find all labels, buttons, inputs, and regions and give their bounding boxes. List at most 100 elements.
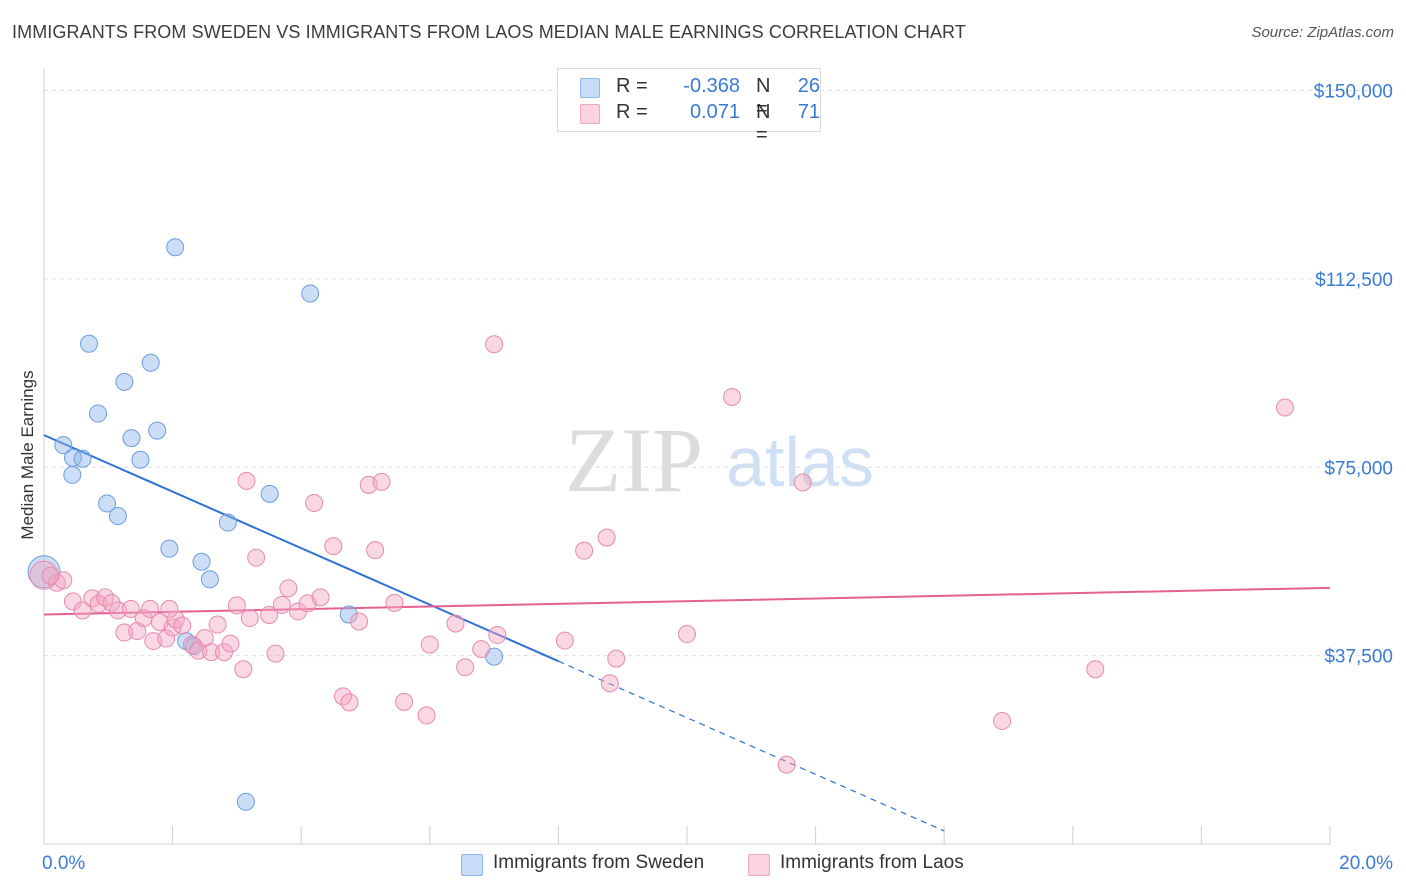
laos-point xyxy=(340,693,359,712)
laos-point xyxy=(324,537,343,556)
laos-point xyxy=(63,592,82,611)
legend-swatch-sweden xyxy=(580,78,600,98)
laos-point xyxy=(446,614,465,633)
laos-point xyxy=(420,635,439,654)
laos-point xyxy=(993,711,1012,730)
sweden-point xyxy=(89,404,108,423)
legend-n-value: 71 xyxy=(797,101,820,123)
laos-point xyxy=(128,622,147,641)
laos-point xyxy=(350,612,369,631)
laos-point xyxy=(89,594,108,613)
laos-point xyxy=(305,493,324,512)
laos-point xyxy=(260,605,279,624)
laos-point xyxy=(160,599,179,618)
legend-r-label: R = xyxy=(616,75,648,97)
laos-point xyxy=(208,615,227,634)
laos-point xyxy=(777,755,796,774)
laos-point xyxy=(102,593,121,612)
legend-swatch-sweden xyxy=(461,854,483,876)
laos-point xyxy=(29,560,59,590)
sweden-point xyxy=(166,238,185,257)
laos-point xyxy=(555,631,574,650)
laos-point xyxy=(115,623,134,642)
laos-point xyxy=(417,706,436,725)
axes xyxy=(43,68,1331,845)
laos-trend-line xyxy=(43,586,1331,616)
sweden-point xyxy=(260,484,279,503)
legend-r-value: 0.071 xyxy=(689,101,740,123)
y-tick-label: $37,500 xyxy=(1324,647,1393,668)
laos-point xyxy=(472,640,491,659)
sweden-point xyxy=(236,792,255,811)
sweden-point xyxy=(192,552,211,571)
sweden-trend-extension xyxy=(558,660,945,832)
laos-point xyxy=(1086,660,1105,679)
laos-point xyxy=(266,644,285,663)
sweden-trend-line xyxy=(43,434,559,663)
laos-point xyxy=(73,601,92,620)
laos-point xyxy=(108,601,127,620)
laos-point xyxy=(723,387,742,406)
laos-point xyxy=(173,616,192,635)
sweden-point xyxy=(200,570,219,589)
laos-point xyxy=(227,596,246,615)
legend-swatch-laos xyxy=(580,104,600,124)
sweden-point xyxy=(63,465,82,484)
laos-point xyxy=(600,674,619,693)
laos-point xyxy=(240,608,259,627)
sweden-point xyxy=(98,494,117,513)
laos-point xyxy=(237,471,256,490)
laos-point xyxy=(456,658,475,677)
y-tick-label: $75,000 xyxy=(1324,458,1393,479)
laos-point xyxy=(485,335,504,354)
laos-point xyxy=(1275,398,1294,417)
y-tick-label: $150,000 xyxy=(1314,82,1393,103)
grid-lines xyxy=(44,90,1394,657)
legend-n-label: N = xyxy=(756,75,771,120)
legend-r-value: -0.368 xyxy=(683,75,740,97)
laos-point xyxy=(488,626,507,645)
legend-label-laos: Immigrants from Laos xyxy=(780,852,964,873)
legend-n-label: N = xyxy=(756,101,771,146)
sweden-point xyxy=(218,513,237,532)
laos-point xyxy=(793,473,812,492)
laos-point xyxy=(141,599,160,618)
laos-point xyxy=(247,548,266,567)
correlation-legend: R = -0.368 N = 26 R = 0.071 N = 71 xyxy=(557,68,821,146)
laos-point xyxy=(597,528,616,547)
laos-point xyxy=(234,660,253,679)
x-tick-label: 0.0% xyxy=(42,853,85,874)
sweden-point xyxy=(148,421,167,440)
laos-point xyxy=(41,566,60,585)
watermark-atlas: atlas xyxy=(726,423,874,501)
x-tick-labels: 0.0% 20.0% xyxy=(42,853,1393,874)
sweden-point xyxy=(122,429,141,448)
trend-lines xyxy=(43,434,1331,832)
sweden-point xyxy=(73,449,92,468)
sweden-point xyxy=(339,605,358,624)
sweden-point xyxy=(54,436,73,455)
laos-point xyxy=(311,588,330,607)
legend-n-value: 26 xyxy=(797,75,820,97)
sweden-point xyxy=(131,450,150,469)
laos-point xyxy=(121,599,140,618)
sweden-point xyxy=(301,284,320,303)
laos-point xyxy=(279,579,298,598)
y-tick-labels: $37,500 $75,000 $112,500 $150,000 xyxy=(1314,82,1393,668)
x-tick-label: 20.0% xyxy=(1339,853,1393,874)
watermark: ZIP atlas xyxy=(565,409,874,511)
chart-title: IMMIGRANTS FROM SWEDEN VS IMMIGRANTS FRO… xyxy=(12,22,966,42)
laos-point xyxy=(607,649,626,668)
sweden-point xyxy=(141,353,160,372)
sweden-point xyxy=(160,539,179,558)
data-points xyxy=(27,238,1294,811)
laos-point xyxy=(575,541,594,560)
laos-point xyxy=(202,643,221,662)
sweden-point xyxy=(115,372,134,391)
laos-point xyxy=(395,692,414,711)
laos-point xyxy=(272,595,291,614)
y-tick-label: $112,500 xyxy=(1315,270,1393,291)
laos-point xyxy=(385,593,404,612)
sweden-point xyxy=(108,507,127,526)
